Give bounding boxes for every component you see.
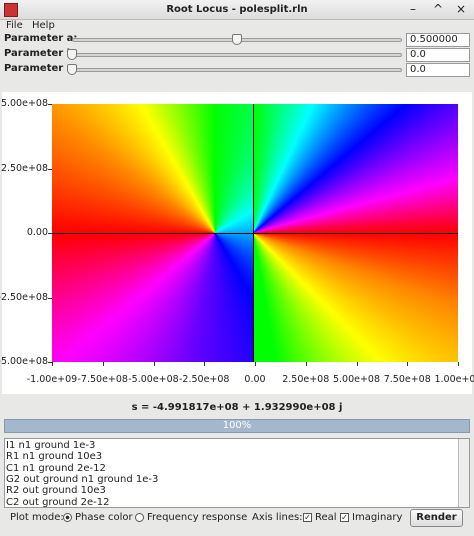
- close-button[interactable]: ×: [456, 2, 467, 16]
- slider-track[interactable]: [72, 53, 402, 57]
- maximize-button[interactable]: ^: [433, 2, 444, 16]
- phase-radio[interactable]: [63, 513, 72, 522]
- window-title: Root Locus - polesplit.rln: [166, 4, 308, 15]
- menu-help[interactable]: Help: [32, 20, 55, 31]
- x-tick-label: 5.00e+08: [332, 374, 381, 385]
- x-tick-label: -1.00e+09: [26, 374, 78, 385]
- slider-track[interactable]: [72, 68, 402, 72]
- x-tick-mark: [356, 362, 358, 366]
- real-axis-line: [52, 233, 458, 234]
- x-tick-mark: [153, 362, 155, 366]
- imaginary-checkbox[interactable]: ✓: [340, 513, 349, 522]
- real-checkbox-label: Real: [315, 512, 337, 523]
- y-tick-mark: [48, 233, 52, 234]
- netlist-line: C2 out ground 2e-12: [6, 496, 110, 508]
- x-tick-mark: [204, 362, 206, 366]
- slider-thumb[interactable]: [67, 49, 77, 60]
- parameter-field[interactable]: 0.0: [406, 63, 470, 77]
- x-tick-mark: [52, 362, 53, 366]
- scrollbar[interactable]: [458, 439, 469, 507]
- y-tick-label: 0.00: [26, 227, 48, 238]
- netlist-line: G2 out ground n1 ground 1e-3: [6, 473, 159, 485]
- netlist-line: R2 out ground 10e3: [6, 485, 106, 497]
- y-tick-mark: [48, 104, 52, 105]
- slider-thumb[interactable]: [67, 64, 77, 75]
- y-tick-mark: [48, 362, 52, 363]
- imag-axis-line: [253, 104, 254, 362]
- plot-mode-label: Plot mode:: [10, 512, 64, 523]
- menu-file[interactable]: File: [6, 20, 23, 31]
- frequency-radio[interactable]: [135, 513, 144, 522]
- slider-thumb[interactable]: [232, 34, 242, 45]
- netlist-line: R1 n1 ground 10e3: [6, 451, 103, 463]
- y-tick-label: 2.50e+08: [0, 162, 48, 174]
- phase-radio-label: Phase color: [75, 512, 133, 523]
- status-text: s = -4.991817e+08 + 1.932990e+08 j: [131, 402, 343, 413]
- render-button[interactable]: Render: [410, 509, 463, 527]
- app-icon: [4, 3, 18, 17]
- x-tick-mark: [102, 362, 104, 366]
- parameter-label: Parameter a:: [4, 33, 78, 44]
- real-checkbox[interactable]: ✓: [303, 513, 312, 522]
- parameter-label: Parameter b:: [4, 48, 78, 59]
- y-tick-mark: [48, 168, 52, 170]
- frequency-radio-label: Frequency response: [147, 512, 248, 523]
- netlist-line: I1 n1 ground 1e-3: [6, 440, 96, 451]
- x-tick-mark: [305, 362, 307, 366]
- minimize-button[interactable]: –: [410, 2, 416, 16]
- x-tick-label: 2.50e+08: [282, 374, 330, 385]
- x-tick-label: 7.50e+08: [383, 374, 431, 385]
- parameter-field[interactable]: 0.500000: [406, 33, 470, 47]
- axis-lines-label: Axis lines:: [252, 512, 303, 523]
- y-tick-mark: [48, 297, 52, 299]
- x-tick-mark: [458, 362, 459, 366]
- x-tick-label: -5.00e+08: [128, 374, 179, 385]
- y-tick-label: 5.00e+08: [0, 98, 48, 109]
- title-bar: [0, 0, 474, 20]
- parameter-field[interactable]: 0.0: [406, 48, 470, 62]
- netlist-textarea[interactable]: [4, 438, 470, 508]
- x-tick-mark: [407, 362, 409, 366]
- imaginary-checkbox-label: Imaginary: [352, 512, 403, 523]
- parameter-label: Parameter c:: [4, 63, 77, 74]
- netlist-line: C1 n1 ground 2e-12: [6, 462, 106, 474]
- x-tick-mark: [255, 362, 256, 366]
- x-tick-label: 1.00e+09: [434, 374, 474, 385]
- y-tick-label: -2.50e+08: [0, 291, 48, 303]
- x-tick-label: -7.50e+08: [77, 374, 128, 385]
- progress-bar: 100%: [4, 419, 470, 433]
- x-tick-label: 0.00: [244, 374, 266, 385]
- y-tick-label: -5.00e+08: [0, 356, 48, 367]
- x-tick-label: -2.50e+08: [179, 374, 230, 385]
